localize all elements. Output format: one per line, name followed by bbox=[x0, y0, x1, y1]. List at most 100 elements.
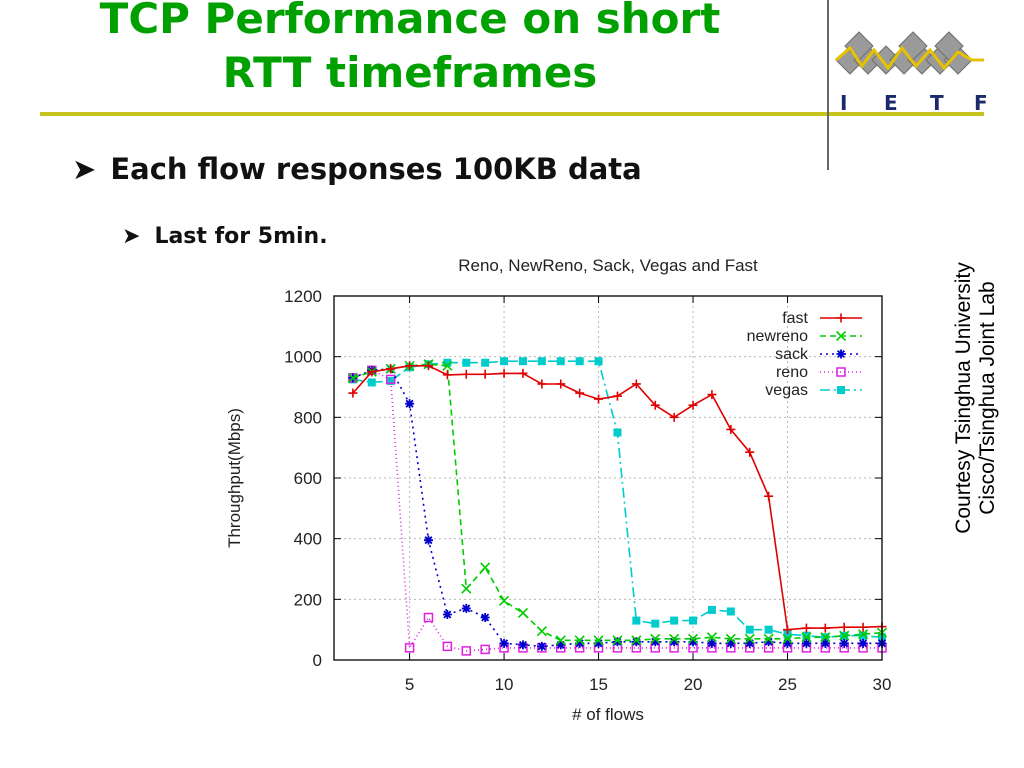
data-point-newreno bbox=[744, 633, 755, 644]
x-tick-label: 15 bbox=[589, 675, 608, 694]
slide-title: TCP Performance on short RTT timeframes bbox=[40, 0, 780, 100]
data-point-newreno bbox=[650, 633, 661, 644]
data-point-fast bbox=[367, 367, 377, 377]
data-point-fast bbox=[386, 364, 396, 374]
data-point-vegas bbox=[537, 357, 546, 366]
x-tick-label: 30 bbox=[873, 675, 892, 694]
data-point-vegas bbox=[556, 357, 565, 366]
data-point-newreno bbox=[461, 583, 472, 594]
data-point-sack bbox=[669, 637, 679, 647]
x-tick-label: 5 bbox=[405, 675, 414, 694]
data-point-sack bbox=[423, 535, 433, 545]
bullet-main: ➤ Each flow responses 100KB data bbox=[72, 152, 642, 186]
data-point-fast bbox=[537, 379, 547, 389]
data-point-sack bbox=[707, 638, 717, 648]
data-point-sack bbox=[480, 613, 490, 623]
legend-marker-vegas bbox=[837, 386, 845, 394]
data-point-sack bbox=[688, 637, 698, 647]
x-tick-label: 25 bbox=[778, 675, 797, 694]
series-fast bbox=[348, 361, 887, 635]
slide-title-line1: TCP Performance on short bbox=[99, 0, 721, 43]
data-point-fast bbox=[764, 491, 774, 501]
data-point-newreno bbox=[612, 635, 623, 646]
data-point-fast bbox=[707, 390, 717, 400]
chart-title: Reno, NewReno, Sack, Vegas and Fast bbox=[458, 256, 758, 275]
data-point-sack bbox=[499, 638, 509, 648]
legend-label-newreno: newreno bbox=[747, 328, 808, 345]
y-tick-label: 200 bbox=[294, 590, 322, 609]
data-point-sack bbox=[575, 638, 585, 648]
data-point-sack bbox=[594, 638, 604, 648]
chart-ticks: 0 200 400 600 800 1000 1200 5 10 15 20 25 30 bbox=[284, 287, 891, 694]
data-point-fast bbox=[801, 623, 811, 633]
data-point-vegas bbox=[783, 630, 792, 639]
data-point-fast bbox=[556, 379, 566, 389]
data-point-fast bbox=[669, 412, 679, 422]
data-point-reno bbox=[442, 641, 453, 652]
data-point-sack bbox=[839, 638, 849, 648]
data-point-vegas bbox=[575, 357, 584, 366]
data-point-sack bbox=[820, 638, 830, 648]
data-point-sack bbox=[783, 638, 793, 648]
data-point-reno bbox=[461, 646, 472, 656]
data-point-reno bbox=[404, 643, 415, 653]
data-point-newreno bbox=[593, 635, 604, 646]
data-point-vegas bbox=[726, 607, 735, 616]
data-point-fast bbox=[423, 361, 433, 371]
data-point-reno bbox=[480, 644, 490, 655]
data-point-vegas bbox=[367, 378, 376, 387]
data-point-vegas bbox=[764, 625, 773, 634]
data-point-sack bbox=[650, 637, 660, 647]
data-point-fast bbox=[688, 400, 698, 410]
data-point-newreno bbox=[499, 595, 510, 606]
data-point-newreno bbox=[839, 630, 850, 641]
legend-label-vegas: vegas bbox=[765, 382, 808, 399]
throughput-chart: Reno, NewReno, Sack, Vegas and Fast # of… bbox=[225, 256, 891, 724]
data-point-newreno bbox=[820, 632, 831, 643]
data-point-sack bbox=[612, 637, 622, 647]
data-point-reno bbox=[385, 374, 396, 385]
data-point-newreno bbox=[517, 607, 529, 619]
y-tick-label: 600 bbox=[294, 469, 322, 488]
data-point-vegas bbox=[481, 358, 490, 367]
data-point-newreno bbox=[574, 635, 585, 646]
data-point-fast bbox=[839, 622, 849, 632]
data-point-fast bbox=[499, 368, 509, 378]
data-point-vegas bbox=[802, 631, 811, 640]
legend-label-sack: sack bbox=[775, 346, 809, 363]
legend-label-fast: fast bbox=[782, 310, 808, 327]
bullet-arrow-icon: ➤ bbox=[122, 224, 141, 249]
data-point-sack bbox=[556, 640, 566, 650]
courtesy-line2: Cisco/Tsinghua Joint Lab bbox=[976, 281, 999, 515]
bullet-sub-text: Last for 5min. bbox=[154, 224, 328, 249]
data-point-newreno bbox=[687, 633, 699, 644]
ietf-logo: I E T F bbox=[835, 31, 988, 114]
data-point-sack bbox=[745, 638, 755, 648]
data-point-vegas bbox=[443, 358, 452, 367]
ietf-logo-letter-i: I bbox=[840, 91, 847, 114]
data-point-vegas bbox=[651, 619, 660, 628]
bullet-sub: ➤ Last for 5min. bbox=[122, 224, 328, 249]
data-point-vegas bbox=[632, 616, 641, 625]
legend-marker-sack bbox=[836, 349, 846, 359]
data-point-sack bbox=[442, 610, 452, 619]
data-point-fast bbox=[405, 361, 415, 371]
legend-marker-fast bbox=[836, 313, 846, 323]
data-point-sack bbox=[631, 637, 641, 647]
data-point-vegas bbox=[500, 357, 509, 366]
y-tick-label: 0 bbox=[313, 651, 322, 670]
y-tick-label: 800 bbox=[294, 408, 322, 427]
y-tick-label: 1200 bbox=[284, 287, 322, 306]
data-point-fast bbox=[631, 379, 641, 389]
x-tick-label: 10 bbox=[495, 675, 514, 694]
legend-marker-reno bbox=[836, 367, 846, 377]
data-point-sack bbox=[858, 638, 868, 648]
data-point-sack bbox=[518, 640, 528, 650]
x-tick-label: 20 bbox=[684, 675, 703, 694]
data-point-fast bbox=[820, 623, 830, 633]
data-point-sack bbox=[405, 399, 415, 409]
x-axis-label: # of flows bbox=[572, 705, 644, 724]
data-point-vegas bbox=[518, 357, 527, 366]
data-point-fast bbox=[783, 625, 793, 635]
